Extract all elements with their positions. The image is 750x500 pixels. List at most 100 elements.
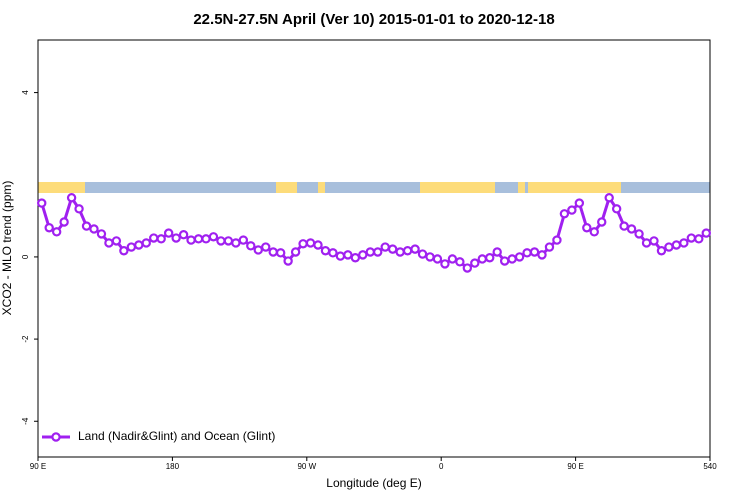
data-point: [649, 236, 659, 246]
data-point: [679, 238, 689, 248]
data-point: [350, 253, 361, 263]
data-point: [477, 254, 487, 264]
data-point: [626, 224, 637, 234]
data-point: [208, 232, 219, 242]
data-point: [447, 254, 458, 264]
data-point: [410, 244, 420, 254]
data-point: [694, 234, 704, 244]
data-point: [253, 245, 263, 255]
land-ocean-band: [38, 182, 710, 193]
data-point: [81, 221, 92, 231]
x-tick-label: 90 W: [297, 462, 316, 471]
x-tick-label: 90 E: [567, 462, 583, 471]
data-point: [544, 242, 555, 252]
data-point: [134, 240, 144, 250]
data-point: [74, 204, 84, 214]
y-tick-label: 4: [21, 90, 30, 95]
data-point: [96, 229, 107, 239]
data-point: [485, 253, 495, 263]
data-point: [89, 224, 99, 234]
plot-frame: [37, 39, 711, 458]
data-point: [701, 228, 711, 238]
data-point: [104, 238, 114, 248]
data-point: [59, 217, 69, 227]
legend-marker: [51, 432, 61, 442]
data-point: [126, 242, 137, 252]
data-point: [440, 259, 450, 269]
data-point: [380, 242, 390, 252]
data-point: [432, 254, 443, 264]
data-point: [373, 247, 383, 257]
data-point: [402, 246, 413, 256]
data-point: [455, 257, 465, 267]
data-point: [597, 217, 607, 227]
data-point: [238, 235, 249, 245]
data-point: [552, 235, 562, 245]
x-tick-label: 180: [166, 462, 180, 471]
data-point: [664, 242, 674, 252]
data-point: [37, 198, 47, 208]
data-point: [216, 236, 226, 246]
y-tick-label: -2: [21, 335, 30, 343]
data-point: [499, 256, 510, 266]
x-tick-label: 0: [439, 462, 444, 471]
data-point: [66, 193, 77, 203]
data-point: [149, 233, 159, 243]
data-point: [425, 252, 435, 262]
data-point: [387, 244, 398, 254]
data-point: [507, 254, 517, 264]
data-point: [335, 251, 346, 261]
data-point: [522, 248, 532, 258]
data-point: [656, 246, 667, 256]
data-point: [671, 240, 682, 250]
data-point: [141, 238, 151, 248]
data-point: [611, 204, 622, 214]
data-point: [537, 250, 547, 260]
data-point: [44, 223, 54, 233]
data-point: [574, 198, 585, 208]
data-point: [641, 238, 652, 248]
data-point: [589, 227, 599, 237]
data-point: [417, 249, 428, 259]
data-point: [604, 193, 614, 203]
data-point: [186, 235, 196, 245]
data-point: [343, 250, 353, 260]
data-point: [470, 258, 480, 268]
data-point: [261, 242, 271, 252]
y-axis-label: XCO2 - MLO trend (ppm): [0, 181, 14, 316]
data-point: [567, 205, 577, 215]
x-tick-label: 540: [703, 462, 717, 471]
x-axis-label: Longitude (deg E): [326, 476, 421, 490]
data-point: [290, 247, 301, 257]
data-point: [395, 247, 405, 257]
data-point: [231, 238, 241, 248]
data-point: [634, 229, 644, 239]
data-point: [156, 234, 166, 244]
y-tick-label: -4: [21, 417, 30, 425]
data-point: [193, 234, 204, 244]
data-point: [358, 250, 368, 260]
data-point: [328, 248, 338, 258]
chart-title: 22.5N-27.5N April (Ver 10) 2015-01-01 to…: [193, 11, 554, 28]
y-tick-label: 0: [21, 254, 30, 259]
data-point: [298, 239, 308, 249]
data-point: [365, 247, 375, 257]
data-point: [582, 223, 592, 233]
data-point: [246, 241, 256, 251]
data-point: [275, 248, 286, 258]
data-point: [171, 233, 181, 243]
data-point: [268, 247, 278, 257]
data-point: [320, 246, 331, 256]
legend-label: Land (Nadir&Glint) and Ocean (Glint): [78, 429, 275, 443]
data-point: [529, 247, 540, 257]
data-point: [119, 246, 129, 256]
series-line: [40, 194, 708, 270]
data-point: [111, 236, 122, 246]
data-point: [514, 252, 525, 262]
data-point: [492, 247, 502, 257]
data-point: [51, 227, 62, 237]
data-point: [559, 209, 570, 219]
data-point: [686, 233, 697, 243]
data-point: [305, 238, 316, 248]
